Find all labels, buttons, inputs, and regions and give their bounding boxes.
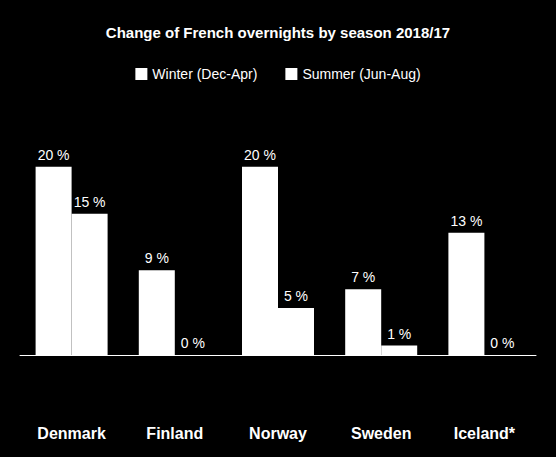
svg-text:Summer (Jun-Aug): Summer (Jun-Aug)	[302, 66, 420, 82]
svg-text:5 %: 5 %	[284, 288, 308, 304]
svg-text:Finland: Finland	[146, 425, 203, 442]
svg-text:Iceland*: Iceland*	[454, 425, 516, 442]
svg-text:0 %: 0 %	[490, 335, 514, 351]
svg-text:0 %: 0 %	[181, 335, 205, 351]
svg-text:20 %: 20 %	[38, 147, 70, 163]
svg-text:Winter (Dec-Apr): Winter (Dec-Apr)	[152, 66, 257, 82]
svg-text:Sweden: Sweden	[351, 425, 411, 442]
svg-text:7 %: 7 %	[351, 269, 375, 285]
svg-text:Change of French overnights by: Change of French overnights by season 20…	[106, 24, 450, 41]
svg-text:13 %: 13 %	[450, 213, 482, 229]
svg-text:9 %: 9 %	[145, 250, 169, 266]
svg-text:Norway: Norway	[249, 425, 307, 442]
svg-text:1 %: 1 %	[387, 326, 411, 342]
svg-text:20 %: 20 %	[244, 147, 276, 163]
svg-text:Denmark: Denmark	[37, 425, 106, 442]
svg-text:15 %: 15 %	[74, 194, 106, 210]
